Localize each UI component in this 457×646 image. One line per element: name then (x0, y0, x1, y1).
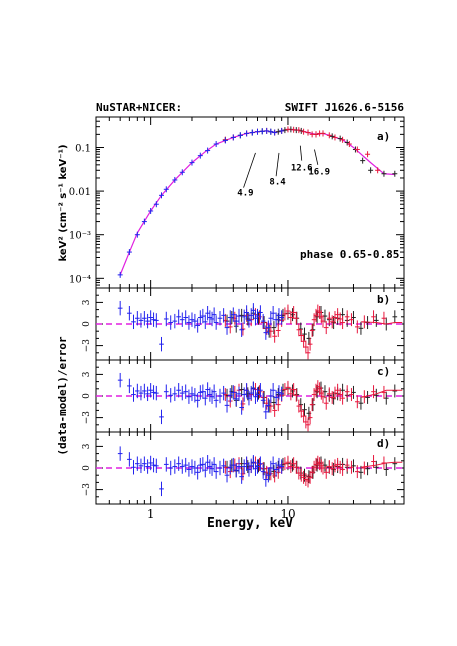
y-tick-label: 0 (82, 321, 92, 327)
phase-label: phase 0.65-0.85 (300, 248, 399, 261)
y-tick-label: −3 (82, 483, 92, 497)
residual-model-step (360, 389, 403, 398)
y-tick-label: 0.1 (75, 143, 91, 154)
y-tick-label: −3 (82, 339, 92, 353)
y-tick-label: −3 (82, 411, 92, 425)
panel-a-label: a) (377, 130, 390, 143)
residual-model-step (360, 461, 403, 468)
x-tick-label: 10 (280, 507, 295, 521)
y-tick-label: 0.01 (69, 187, 91, 198)
annotation-label: 12.6 (291, 163, 313, 173)
annotation-pointer (299, 145, 303, 161)
annotation-label: 8.4 (269, 178, 286, 188)
annotation-label: 16.9 (308, 168, 330, 178)
header-right: SWIFT J1626.6-5156 (285, 101, 405, 114)
axis-ticks: 1 10 10⁻⁴ 10⁻³ 0.01 0.1 3 0 −3 3 0 −3 3 0 −3 (69, 116, 405, 521)
y-tick-label: 0 (82, 393, 92, 399)
y-tick-label: 3 (82, 443, 92, 449)
x-axis-label: Energy, keV (207, 516, 293, 531)
spectrum-y-axis-label: keV² (cm⁻² s⁻¹ keV⁻¹) (58, 144, 69, 261)
y-tick-label: 3 (82, 371, 92, 377)
annotation-label: 4.9 (237, 188, 253, 198)
y-tick-label: 3 (82, 299, 92, 305)
panel-d-label: d) (377, 437, 390, 450)
header-left: NuSTAR+NICER: (96, 101, 182, 114)
residual-y-axis-label: (data-model)/error (56, 336, 69, 456)
annotation-pointer (243, 152, 256, 188)
y-tick-label: 0 (82, 465, 92, 471)
panel-a-frame (95, 116, 405, 289)
residual-model-step (360, 321, 403, 325)
x-tick-label: 1 (147, 507, 155, 521)
annotation-pointer (314, 149, 319, 165)
annotation-pointer (275, 152, 280, 177)
y-tick-label: 10⁻³ (69, 231, 91, 242)
y-tick-label: 10⁻⁴ (69, 274, 91, 285)
panel-c-label: c) (377, 365, 390, 378)
data-layer: 4.9 8.4 12.616.9 (96, 126, 404, 497)
panel-b-label: b) (377, 293, 390, 306)
